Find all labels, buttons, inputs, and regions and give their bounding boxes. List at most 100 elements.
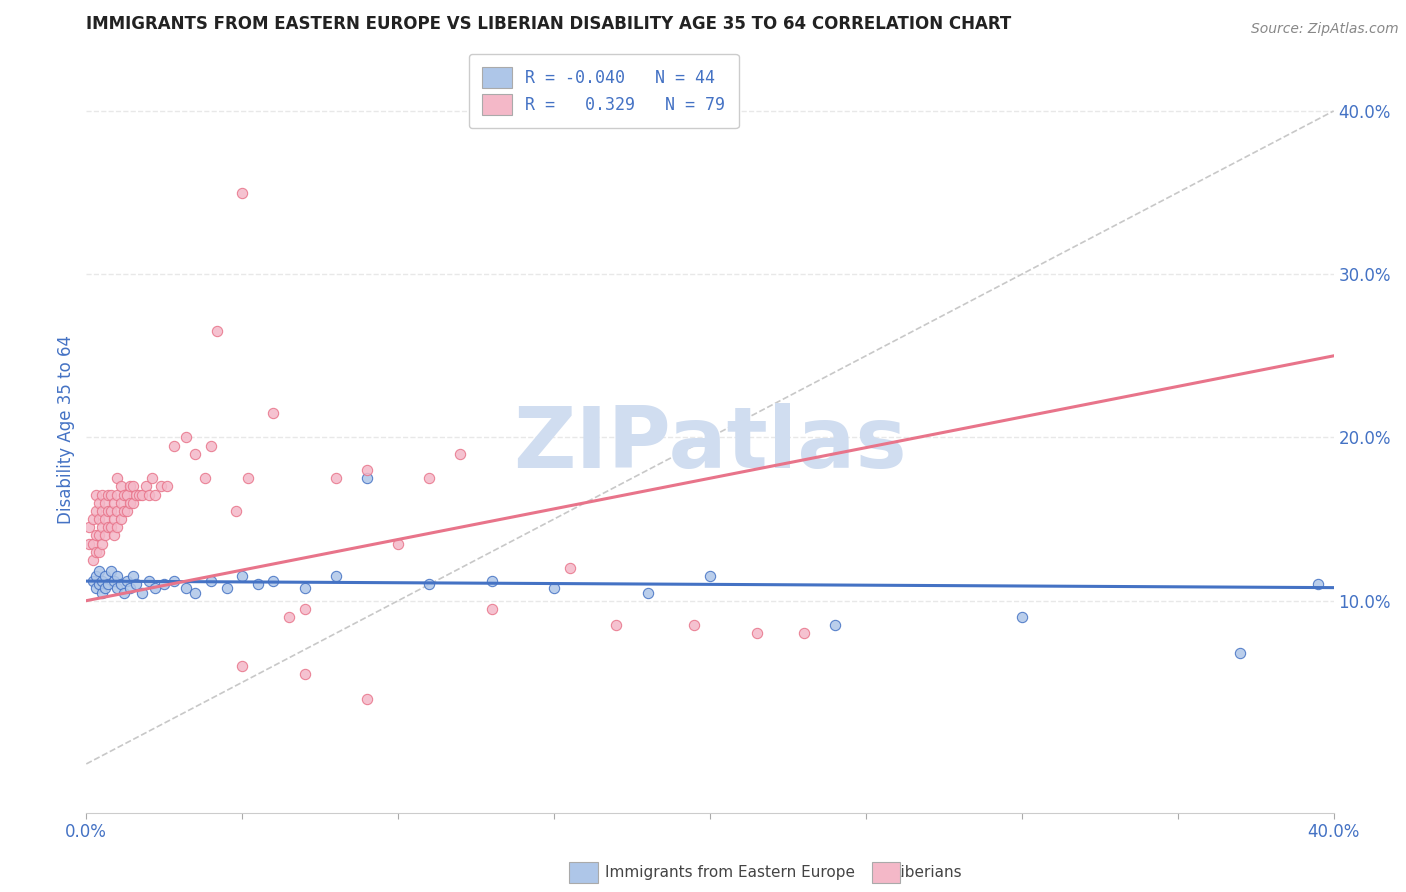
Point — [128, 487, 150, 501]
Point — [82, 574, 104, 588]
Point — [100, 487, 122, 501]
Point — [103, 574, 125, 588]
Point — [824, 618, 846, 632]
Point — [100, 520, 122, 534]
Point — [90, 520, 112, 534]
Point — [184, 447, 207, 461]
Point — [356, 691, 378, 706]
Point — [294, 581, 316, 595]
Text: Source: ZipAtlas.com: Source: ZipAtlas.com — [1251, 22, 1399, 37]
Point — [356, 471, 378, 485]
Point — [225, 504, 247, 518]
Point — [90, 504, 112, 518]
Point — [87, 545, 110, 559]
Point — [87, 577, 110, 591]
Point — [79, 536, 101, 550]
Point — [90, 585, 112, 599]
Point — [162, 574, 184, 588]
Point — [97, 504, 120, 518]
Point — [156, 479, 179, 493]
Point — [82, 536, 104, 550]
Point — [138, 487, 160, 501]
Point — [184, 585, 207, 599]
Point — [82, 553, 104, 567]
Point — [1011, 610, 1033, 624]
Point — [110, 496, 132, 510]
Point — [325, 569, 347, 583]
Point — [637, 585, 659, 599]
Point — [262, 406, 284, 420]
Point — [87, 528, 110, 542]
Point — [135, 479, 157, 493]
Point — [112, 504, 135, 518]
Point — [231, 569, 253, 583]
Point — [94, 581, 117, 595]
Point — [107, 520, 129, 534]
Point — [481, 574, 503, 588]
Point — [115, 504, 138, 518]
Point — [1229, 646, 1251, 660]
Point — [107, 504, 129, 518]
Point — [262, 574, 284, 588]
Point — [387, 536, 409, 550]
Point — [115, 487, 138, 501]
Point — [112, 585, 135, 599]
Point — [110, 577, 132, 591]
Point — [103, 496, 125, 510]
Point — [543, 581, 565, 595]
Point — [238, 471, 260, 485]
Point — [122, 569, 145, 583]
Point — [84, 545, 107, 559]
Point — [94, 528, 117, 542]
Point — [87, 496, 110, 510]
Text: ZIPatlas: ZIPatlas — [513, 403, 907, 486]
Point — [325, 471, 347, 485]
Point — [84, 528, 107, 542]
Point — [97, 520, 120, 534]
Point — [143, 487, 166, 501]
Y-axis label: Disability Age 35 to 64: Disability Age 35 to 64 — [58, 334, 75, 524]
Point — [125, 487, 148, 501]
Point — [605, 618, 627, 632]
Point — [699, 569, 721, 583]
Point — [84, 569, 107, 583]
Point — [246, 577, 269, 591]
Point — [90, 536, 112, 550]
Point — [294, 602, 316, 616]
Point — [174, 581, 197, 595]
Point — [481, 602, 503, 616]
Point — [94, 512, 117, 526]
Point — [153, 577, 176, 591]
Point — [194, 471, 217, 485]
Point — [94, 496, 117, 510]
Point — [131, 585, 153, 599]
Point — [84, 504, 107, 518]
Point — [122, 496, 145, 510]
Legend: R = -0.040   N = 44, R =   0.329   N = 79: R = -0.040 N = 44, R = 0.329 N = 79 — [468, 54, 738, 128]
Point — [418, 577, 440, 591]
Point — [97, 487, 120, 501]
Point — [418, 471, 440, 485]
Point — [118, 479, 141, 493]
Point — [84, 581, 107, 595]
Point — [558, 561, 581, 575]
Point — [107, 581, 129, 595]
Point — [100, 504, 122, 518]
Point — [356, 463, 378, 477]
Point — [1306, 577, 1329, 591]
Point — [97, 577, 120, 591]
Point — [115, 574, 138, 588]
Point — [131, 487, 153, 501]
Text: Liberians: Liberians — [893, 865, 963, 880]
Point — [110, 512, 132, 526]
Point — [107, 471, 129, 485]
Point — [215, 581, 238, 595]
Point — [112, 487, 135, 501]
Point — [174, 430, 197, 444]
Text: Immigrants from Eastern Europe: Immigrants from Eastern Europe — [605, 865, 855, 880]
Point — [231, 659, 253, 673]
Point — [231, 186, 253, 200]
Point — [294, 667, 316, 681]
Point — [745, 626, 768, 640]
Point — [143, 581, 166, 595]
